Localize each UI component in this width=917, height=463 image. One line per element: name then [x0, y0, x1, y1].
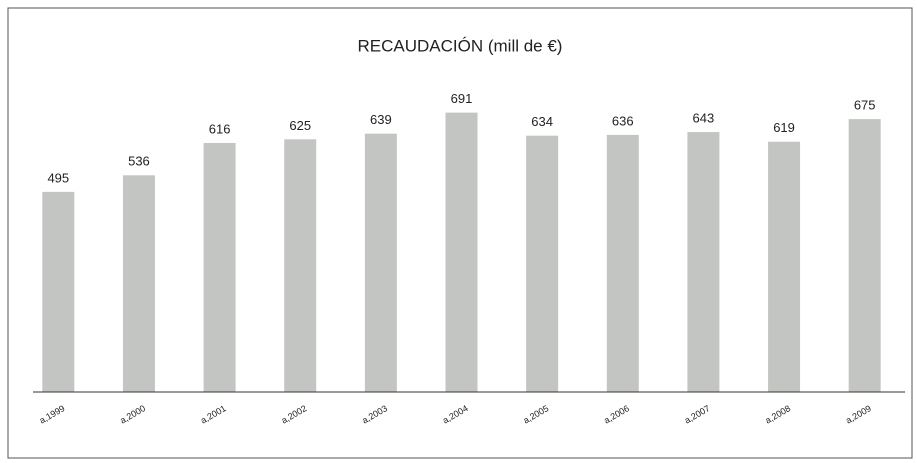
value-label: 536	[128, 154, 150, 169]
bar	[687, 132, 720, 392]
value-label: 691	[451, 91, 473, 106]
bar	[848, 119, 881, 392]
chart-title: RECAUDACIÓN (mill de €)	[358, 36, 563, 55]
bar	[526, 135, 559, 392]
value-label: 619	[773, 120, 795, 135]
value-label: 625	[289, 118, 311, 133]
value-label: 634	[531, 114, 553, 129]
value-label: 495	[47, 170, 69, 185]
value-label: 639	[370, 112, 392, 127]
bar	[203, 142, 236, 392]
bar	[768, 141, 801, 392]
value-label: 643	[693, 110, 715, 125]
bar	[122, 175, 155, 392]
value-label: 636	[612, 113, 634, 128]
value-label: 616	[209, 121, 231, 136]
value-label: 675	[854, 98, 876, 113]
bar	[284, 139, 317, 392]
bar	[364, 133, 397, 392]
bar	[445, 112, 478, 392]
bar	[42, 191, 75, 392]
bar	[606, 134, 639, 393]
